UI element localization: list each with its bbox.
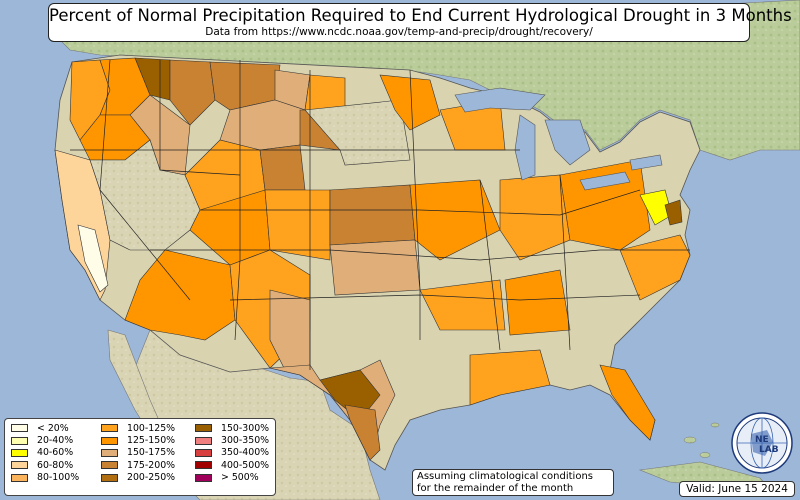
legend-label: 60-80% bbox=[37, 459, 74, 471]
assumption-note: Assuming climatological conditions for t… bbox=[412, 469, 614, 496]
legend-label: 150-175% bbox=[127, 447, 176, 459]
legend-item: 20-40% bbox=[11, 434, 79, 446]
legend-swatch bbox=[101, 436, 118, 445]
logo-text-top: NE bbox=[755, 435, 769, 445]
legend-item: < 20% bbox=[11, 422, 79, 434]
legend-swatch bbox=[101, 448, 118, 457]
legend-label: 200-250% bbox=[127, 472, 176, 484]
legend-item: 400-500% bbox=[195, 459, 269, 471]
legend-swatch bbox=[195, 448, 212, 457]
map-subtitle: Data from https://www.ncdc.noaa.gov/temp… bbox=[205, 26, 593, 38]
legend-label: 40-60% bbox=[37, 447, 74, 459]
legend-label: 400-500% bbox=[221, 459, 270, 471]
legend-item: 100-125% bbox=[101, 422, 175, 434]
legend-swatch bbox=[101, 473, 118, 482]
legend-label: 350-400% bbox=[221, 447, 270, 459]
legend-label: 300-350% bbox=[221, 435, 270, 447]
legend-item: 300-350% bbox=[195, 434, 269, 446]
legend-swatch bbox=[195, 461, 212, 470]
drought-regions bbox=[54, 57, 691, 461]
legend-swatch bbox=[195, 473, 212, 482]
legend-swatch bbox=[11, 473, 28, 482]
legend-swatch bbox=[101, 424, 118, 433]
legend-swatch bbox=[101, 461, 118, 470]
legend-swatch bbox=[195, 436, 212, 445]
map-title: Percent of Normal Precipitation Required… bbox=[49, 6, 792, 25]
legend-label: < 20% bbox=[37, 422, 69, 434]
logo-text-bottom: LAB bbox=[759, 445, 779, 455]
great-lakes bbox=[454, 87, 663, 191]
nexlab-globe-logo: NE LAB bbox=[731, 412, 793, 474]
title-box: Percent of Normal Precipitation Required… bbox=[48, 3, 792, 42]
legend-item: 200-250% bbox=[101, 472, 175, 484]
valid-date: Valid: June 15 2024 bbox=[679, 481, 795, 497]
legend-item: 150-300% bbox=[195, 422, 269, 434]
legend: < 20% 20-40% 40-60% 60-80% 80-100% 100-1… bbox=[4, 418, 276, 496]
legend-item: 125-150% bbox=[101, 434, 175, 446]
note-line-2: for the remainder of the month bbox=[417, 483, 574, 494]
state-borders bbox=[70, 59, 690, 370]
legend-column-3: 150-300% 300-350% 350-400% 400-500% > 50… bbox=[195, 422, 269, 484]
legend-column-2: 100-125% 125-150% 150-175% 175-200% 200-… bbox=[101, 422, 175, 484]
legend-label: > 500% bbox=[221, 472, 259, 484]
legend-item: 60-80% bbox=[11, 459, 79, 471]
legend-swatch bbox=[11, 448, 28, 457]
legend-swatch bbox=[11, 436, 28, 445]
legend-label: 175-200% bbox=[127, 459, 176, 471]
legend-swatch bbox=[11, 424, 28, 433]
legend-label: 125-150% bbox=[127, 435, 176, 447]
legend-column-1: < 20% 20-40% 40-60% 60-80% 80-100% bbox=[11, 422, 79, 484]
legend-item: 40-60% bbox=[11, 447, 79, 459]
legend-label: 150-300% bbox=[221, 422, 270, 434]
legend-item: 80-100% bbox=[11, 472, 79, 484]
legend-swatch bbox=[11, 461, 28, 470]
legend-label: 100-125% bbox=[127, 422, 176, 434]
note-line-1: Assuming climatological conditions bbox=[417, 471, 593, 482]
legend-label: 20-40% bbox=[37, 435, 74, 447]
legend-item: 175-200% bbox=[101, 459, 175, 471]
islands bbox=[683, 422, 720, 458]
legend-item: 350-400% bbox=[195, 447, 269, 459]
legend-label: 80-100% bbox=[37, 472, 80, 484]
legend-item: 150-175% bbox=[101, 447, 175, 459]
legend-item: > 500% bbox=[195, 472, 269, 484]
legend-swatch bbox=[195, 424, 212, 433]
